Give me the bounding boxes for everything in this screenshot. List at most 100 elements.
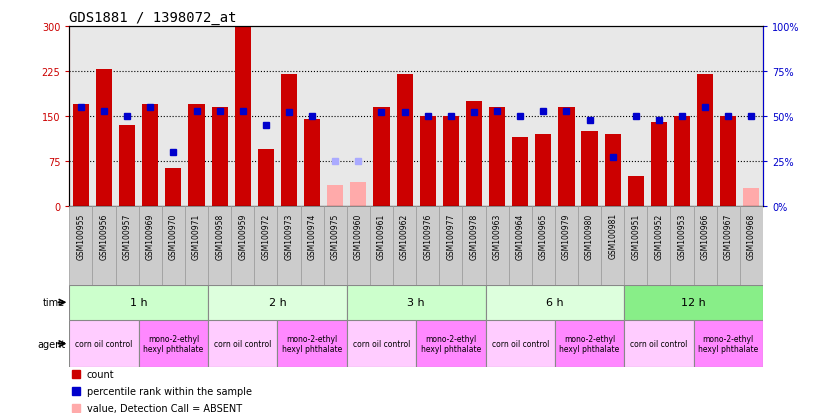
Text: GSM100962: GSM100962: [400, 213, 409, 259]
Bar: [419, 116, 436, 206]
Bar: [300, 206, 324, 285]
Bar: [327, 185, 344, 206]
Text: GSM100976: GSM100976: [424, 213, 432, 259]
Bar: [512, 138, 528, 206]
Bar: [582, 132, 597, 206]
Text: GSM100960: GSM100960: [354, 213, 363, 259]
Bar: [443, 116, 459, 206]
Text: GSM100978: GSM100978: [469, 213, 478, 259]
Bar: [601, 206, 624, 285]
Text: mono-2-ethyl
hexyl phthalate: mono-2-ethyl hexyl phthalate: [698, 334, 758, 354]
Bar: [578, 206, 601, 285]
Bar: [211, 108, 228, 206]
Bar: [624, 285, 763, 320]
Text: GDS1881 / 1398072_at: GDS1881 / 1398072_at: [69, 11, 237, 25]
Text: GSM100959: GSM100959: [238, 213, 247, 259]
Text: GSM100972: GSM100972: [261, 213, 270, 259]
Bar: [674, 116, 690, 206]
Text: 12 h: 12 h: [681, 297, 706, 308]
Bar: [697, 75, 713, 206]
Text: GSM100969: GSM100969: [146, 213, 155, 259]
Bar: [694, 206, 716, 285]
Bar: [347, 320, 416, 368]
Bar: [628, 177, 644, 206]
Bar: [119, 126, 135, 206]
Bar: [96, 70, 112, 206]
Text: GSM100973: GSM100973: [285, 213, 294, 259]
Text: GSM100981: GSM100981: [608, 213, 617, 259]
Bar: [185, 206, 208, 285]
Bar: [324, 206, 347, 285]
Bar: [558, 108, 574, 206]
Bar: [208, 206, 231, 285]
Text: GSM100979: GSM100979: [562, 213, 571, 259]
Bar: [208, 320, 277, 368]
Bar: [743, 188, 760, 206]
Bar: [716, 206, 740, 285]
Bar: [116, 206, 139, 285]
Bar: [235, 28, 251, 206]
Bar: [73, 104, 89, 206]
Text: GSM100951: GSM100951: [632, 213, 641, 259]
Bar: [231, 206, 255, 285]
Text: GSM100957: GSM100957: [122, 213, 131, 259]
Bar: [277, 206, 300, 285]
Bar: [647, 206, 671, 285]
Text: GSM100975: GSM100975: [330, 213, 339, 259]
Bar: [489, 108, 505, 206]
Text: percentile rank within the sample: percentile rank within the sample: [86, 386, 251, 396]
Text: GSM100966: GSM100966: [701, 213, 710, 259]
Text: 1 h: 1 h: [130, 297, 148, 308]
Text: count: count: [86, 369, 114, 379]
Bar: [486, 206, 508, 285]
Text: GSM100974: GSM100974: [308, 213, 317, 259]
Text: GSM100977: GSM100977: [446, 213, 455, 259]
Bar: [162, 206, 185, 285]
Text: corn oil control: corn oil control: [630, 339, 688, 348]
Bar: [694, 320, 763, 368]
Bar: [466, 102, 482, 206]
Text: 2 h: 2 h: [268, 297, 286, 308]
Bar: [347, 285, 486, 320]
Text: value, Detection Call = ABSENT: value, Detection Call = ABSENT: [86, 404, 242, 413]
Text: corn oil control: corn oil control: [353, 339, 410, 348]
Bar: [486, 320, 555, 368]
Bar: [740, 206, 763, 285]
Bar: [208, 285, 347, 320]
Text: agent: agent: [37, 339, 65, 349]
Bar: [188, 104, 205, 206]
Text: corn oil control: corn oil control: [214, 339, 272, 348]
Bar: [508, 206, 532, 285]
Bar: [397, 75, 413, 206]
Text: corn oil control: corn oil control: [491, 339, 549, 348]
Bar: [555, 320, 624, 368]
Text: mono-2-ethyl
hexyl phthalate: mono-2-ethyl hexyl phthalate: [421, 334, 481, 354]
Bar: [439, 206, 463, 285]
Text: GSM100971: GSM100971: [192, 213, 201, 259]
Text: GSM100952: GSM100952: [654, 213, 663, 259]
Text: GSM100958: GSM100958: [215, 213, 224, 259]
Text: GSM100968: GSM100968: [747, 213, 756, 259]
Bar: [535, 135, 552, 206]
Bar: [486, 285, 624, 320]
Text: mono-2-ethyl
hexyl phthalate: mono-2-ethyl hexyl phthalate: [144, 334, 203, 354]
Text: GSM100970: GSM100970: [169, 213, 178, 259]
Bar: [69, 320, 139, 368]
Text: GSM100953: GSM100953: [677, 213, 686, 259]
Bar: [69, 206, 92, 285]
Bar: [374, 108, 389, 206]
Text: 3 h: 3 h: [407, 297, 425, 308]
Bar: [463, 206, 486, 285]
Text: 6 h: 6 h: [546, 297, 564, 308]
Bar: [555, 206, 578, 285]
Bar: [304, 120, 320, 206]
Bar: [370, 206, 393, 285]
Text: GSM100963: GSM100963: [493, 213, 502, 259]
Text: GSM100955: GSM100955: [77, 213, 86, 259]
Text: time: time: [43, 297, 65, 308]
Bar: [258, 150, 274, 206]
Bar: [624, 320, 694, 368]
Text: GSM100964: GSM100964: [516, 213, 525, 259]
Bar: [532, 206, 555, 285]
Bar: [393, 206, 416, 285]
